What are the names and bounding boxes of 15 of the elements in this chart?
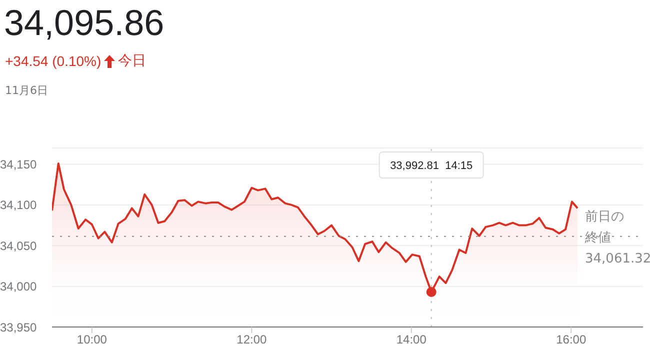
y-tick-label: 34,000 <box>0 280 38 294</box>
annotation: 33,992.81 14:15 <box>390 160 473 172</box>
ref-line-label: 前日の終値 34,061.32 <box>584 209 650 266</box>
text: 今日 <box>118 52 146 70</box>
x-tick-label: 16:00 <box>556 332 586 347</box>
x-tick-label: 14:00 <box>396 332 427 347</box>
y-tick-label: 34,050 <box>0 238 38 253</box>
y-tick-label: 34,100 <box>0 198 38 212</box>
y-tick-label: 34,150 <box>0 158 38 172</box>
x-tick-label: 10:00 <box>76 332 108 347</box>
y-tick-label: 33,950 <box>0 320 38 334</box>
chart-title: 34,095.86 <box>4 2 164 44</box>
text: 11月6日 <box>5 83 48 98</box>
chart-subtitle: +34.54 (0.10%) <box>5 53 102 69</box>
x-tick-label: 12:00 <box>236 332 267 347</box>
